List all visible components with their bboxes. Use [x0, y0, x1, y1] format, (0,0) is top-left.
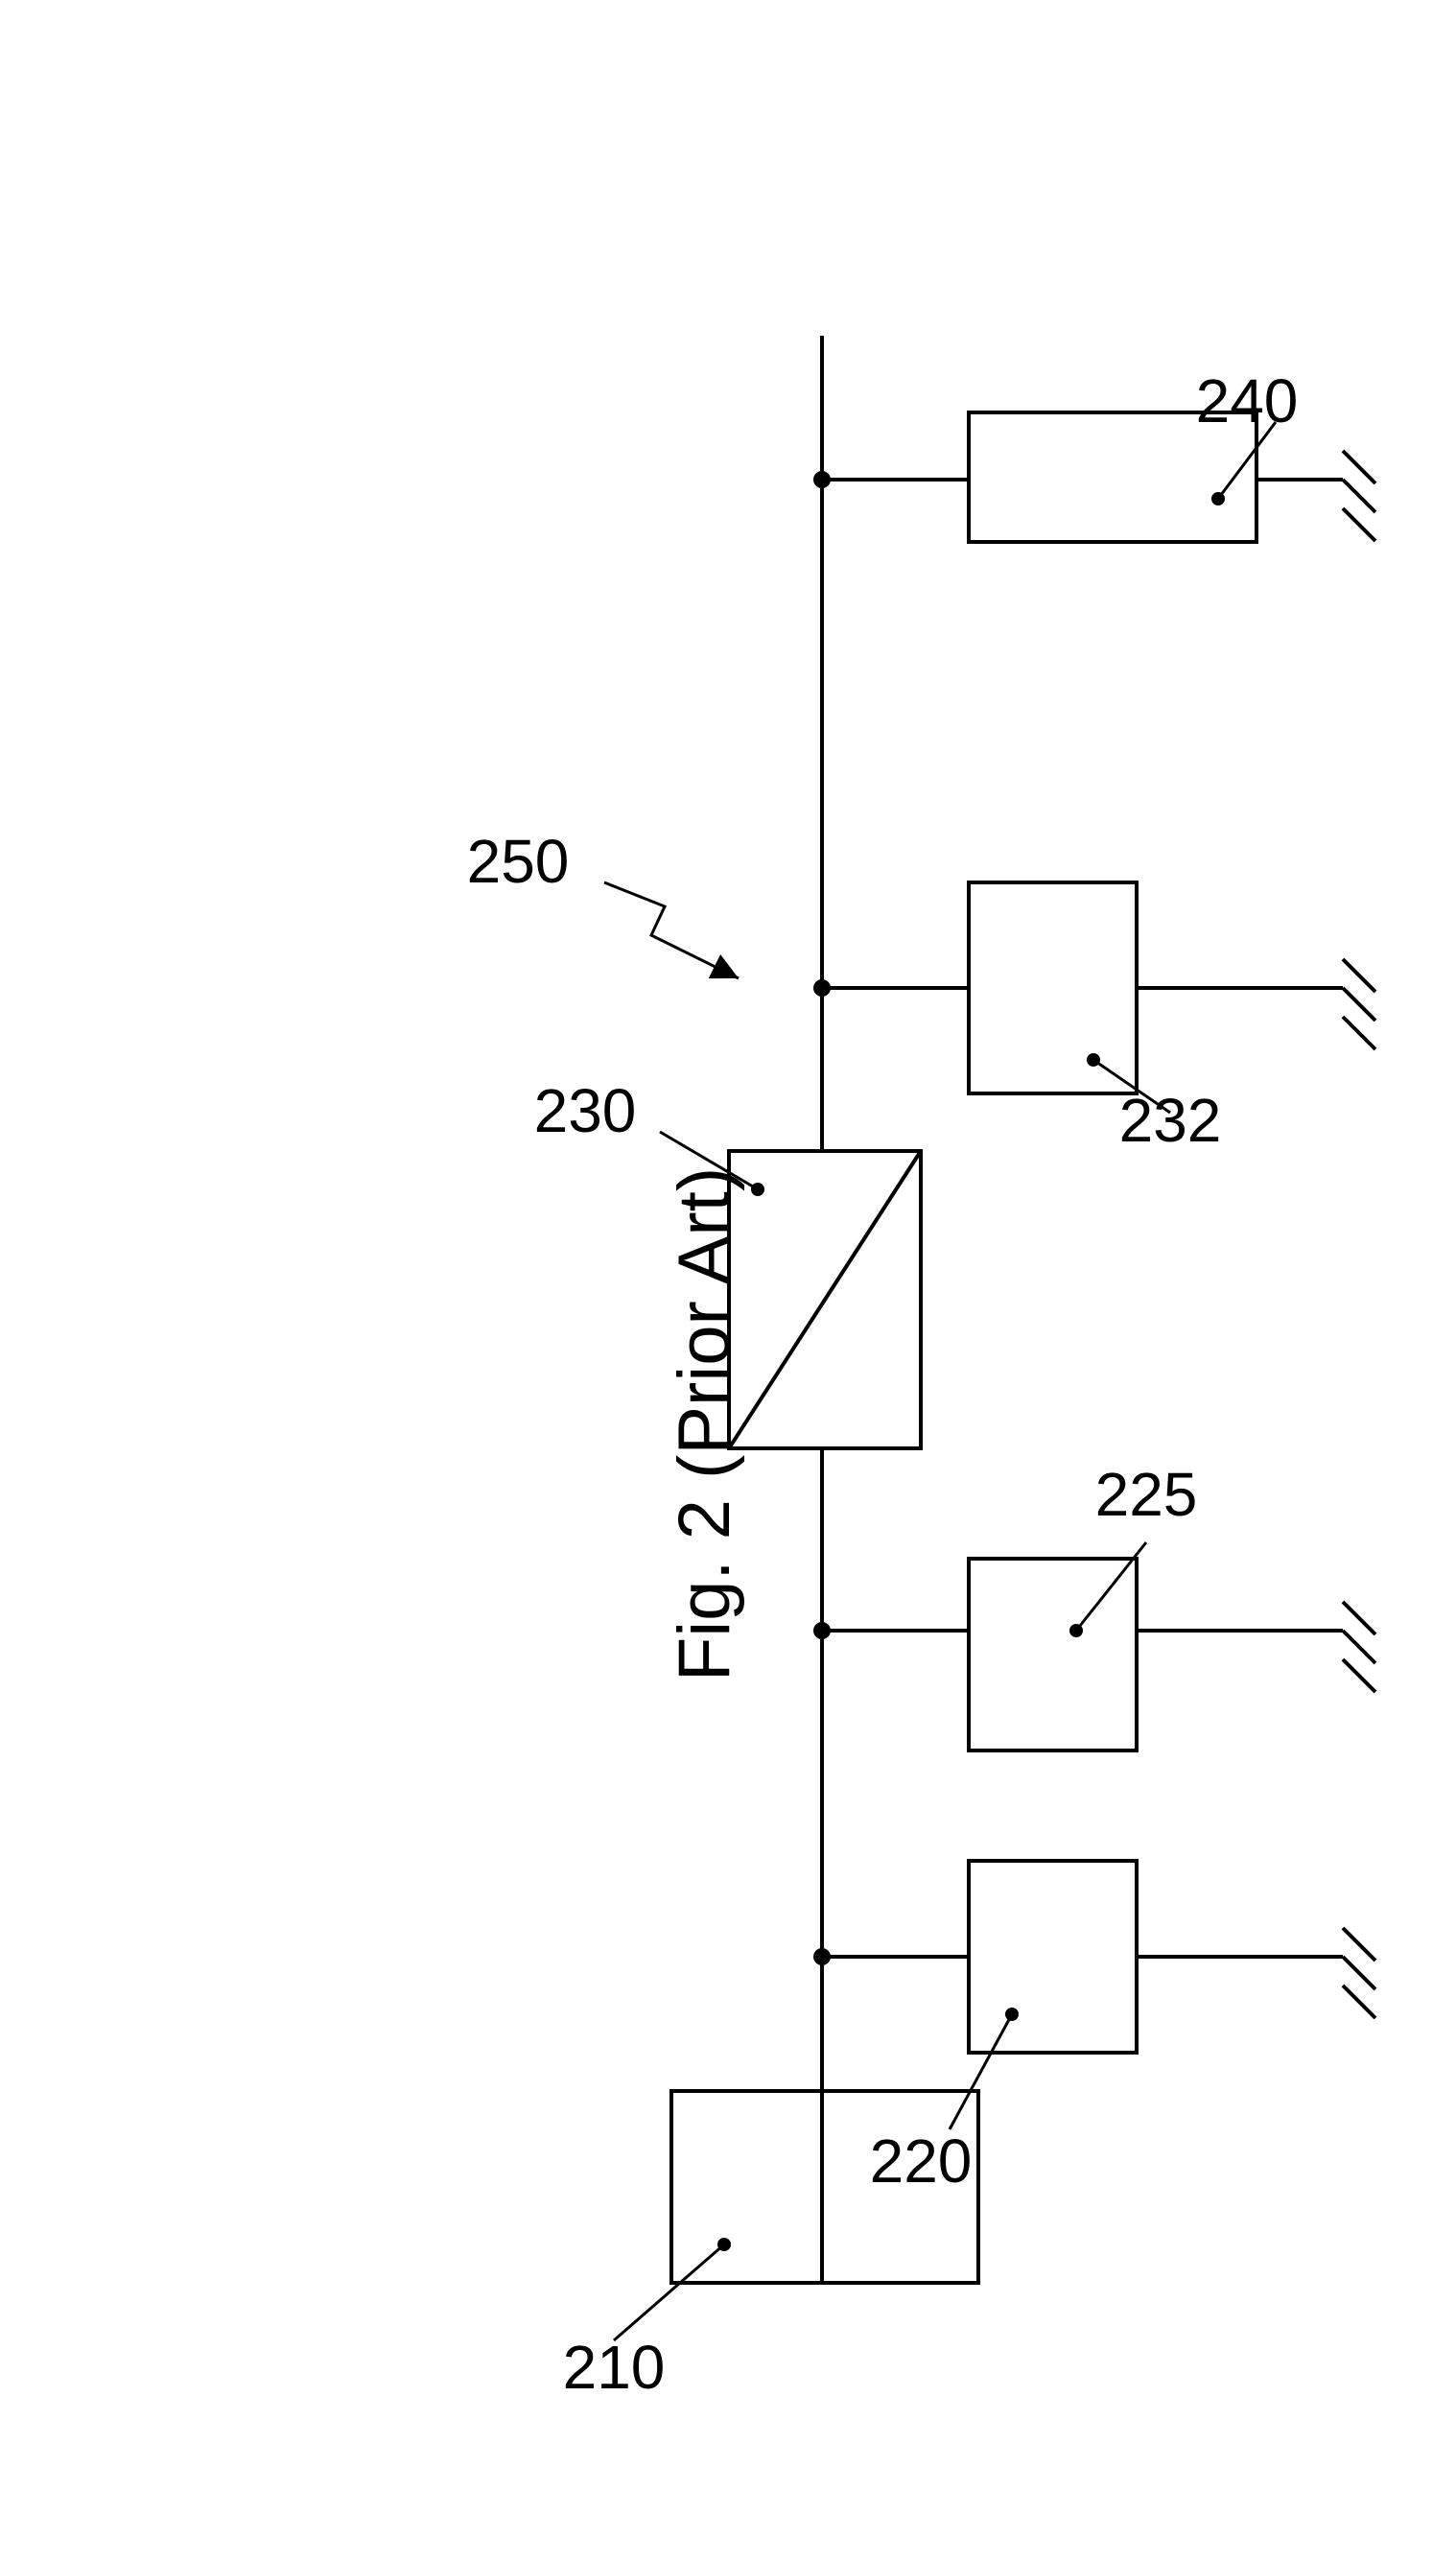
- svg-text:240: 240: [1196, 366, 1299, 435]
- svg-text:210: 210: [563, 2333, 666, 2402]
- svg-text:232: 232: [1119, 1086, 1222, 1155]
- svg-text:220: 220: [870, 2126, 973, 2196]
- svg-text:225: 225: [1095, 1460, 1198, 1529]
- svg-text:Fig. 2 (Prior Art): Fig. 2 (Prior Art): [664, 1167, 745, 1681]
- svg-text:250: 250: [467, 827, 570, 896]
- svg-text:230: 230: [534, 1076, 637, 1145]
